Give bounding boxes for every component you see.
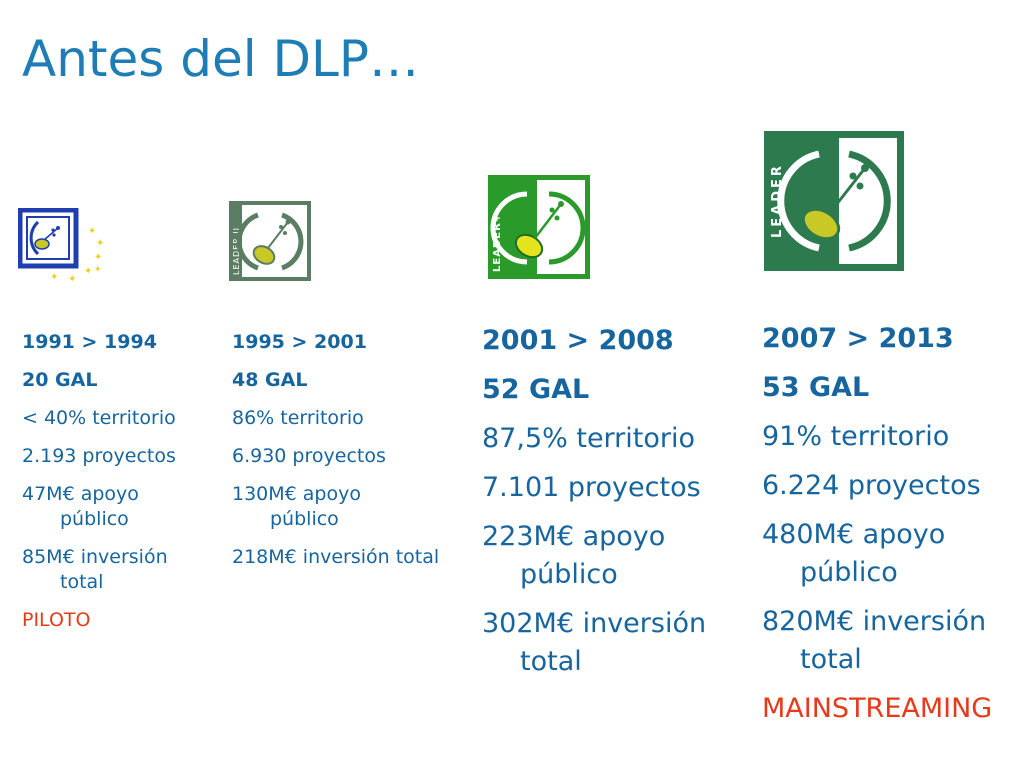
apoyo-publico: 47M€ apoyo público — [22, 483, 139, 530]
inversion-total: 820M€ inversión total — [762, 606, 987, 675]
leader-logo: LEADER — [763, 130, 905, 276]
period: 1991 > 1994 — [22, 331, 157, 353]
territorio: 86% territorio — [232, 407, 364, 429]
apoyo-publico: 130M€ apoyo público — [232, 483, 361, 530]
period: 2007 > 2013 — [762, 323, 954, 354]
leader-ii-logo: LEADER II — [228, 200, 312, 286]
column-2007-2013: 2007 > 2013 53 GAL 91% territorio 6.224 … — [762, 320, 1017, 739]
svg-text:LEADER II: LEADER II — [232, 227, 241, 275]
tag-mainstreaming: MAINSTREAMING — [762, 693, 993, 724]
apoyo-publico: 223M€ apoyo público — [482, 521, 666, 590]
svg-text:✦: ✦ — [94, 265, 102, 275]
column-1995-2001: 1995 > 2001 48 GAL 86% territorio 6.930 … — [232, 330, 442, 583]
inversion-total: 218M€ inversión total — [232, 546, 440, 568]
gal-count: 48 GAL — [232, 369, 308, 391]
proyectos: 7.101 proyectos — [482, 472, 701, 503]
proyectos: 2.193 proyectos — [22, 445, 176, 467]
inversion-total: 302M€ inversión total — [482, 608, 707, 677]
period: 2001 > 2008 — [482, 325, 674, 356]
apoyo-publico: 480M€ apoyo público — [762, 519, 946, 588]
proyectos: 6.224 proyectos — [762, 470, 981, 501]
svg-text:✦: ✦ — [94, 252, 102, 263]
period: 1995 > 2001 — [232, 331, 367, 353]
svg-text:✦: ✦ — [96, 238, 104, 249]
proyectos: 6.930 proyectos — [232, 445, 386, 467]
svg-text:✦: ✦ — [84, 266, 92, 277]
svg-text:✦: ✦ — [88, 226, 96, 237]
territorio: 91% territorio — [762, 421, 950, 452]
svg-text:✦: ✦ — [50, 272, 58, 283]
column-2001-2008: 2001 > 2008 52 GAL 87,5% territorio 7.10… — [482, 322, 732, 692]
leader-plus-logo: LEADER+ — [487, 174, 591, 284]
gal-count: 20 GAL — [22, 369, 98, 391]
tag-piloto: PILOTO — [22, 609, 91, 631]
leader-i-logo: ✦ ✦ ✦ ✦ ✦ ✦ ✦ — [17, 207, 110, 294]
gal-count: 53 GAL — [762, 372, 870, 403]
territorio: 87,5% territorio — [482, 423, 696, 454]
gal-count: 52 GAL — [482, 374, 590, 405]
page-title: Antes del DLP… — [22, 30, 419, 88]
territorio: < 40% territorio — [22, 407, 176, 429]
column-1991-1994: 1991 > 1994 20 GAL < 40% territorio 2.19… — [22, 330, 212, 646]
svg-text:✦: ✦ — [68, 274, 76, 285]
inversion-total: 85M€ inversión total — [22, 546, 168, 593]
